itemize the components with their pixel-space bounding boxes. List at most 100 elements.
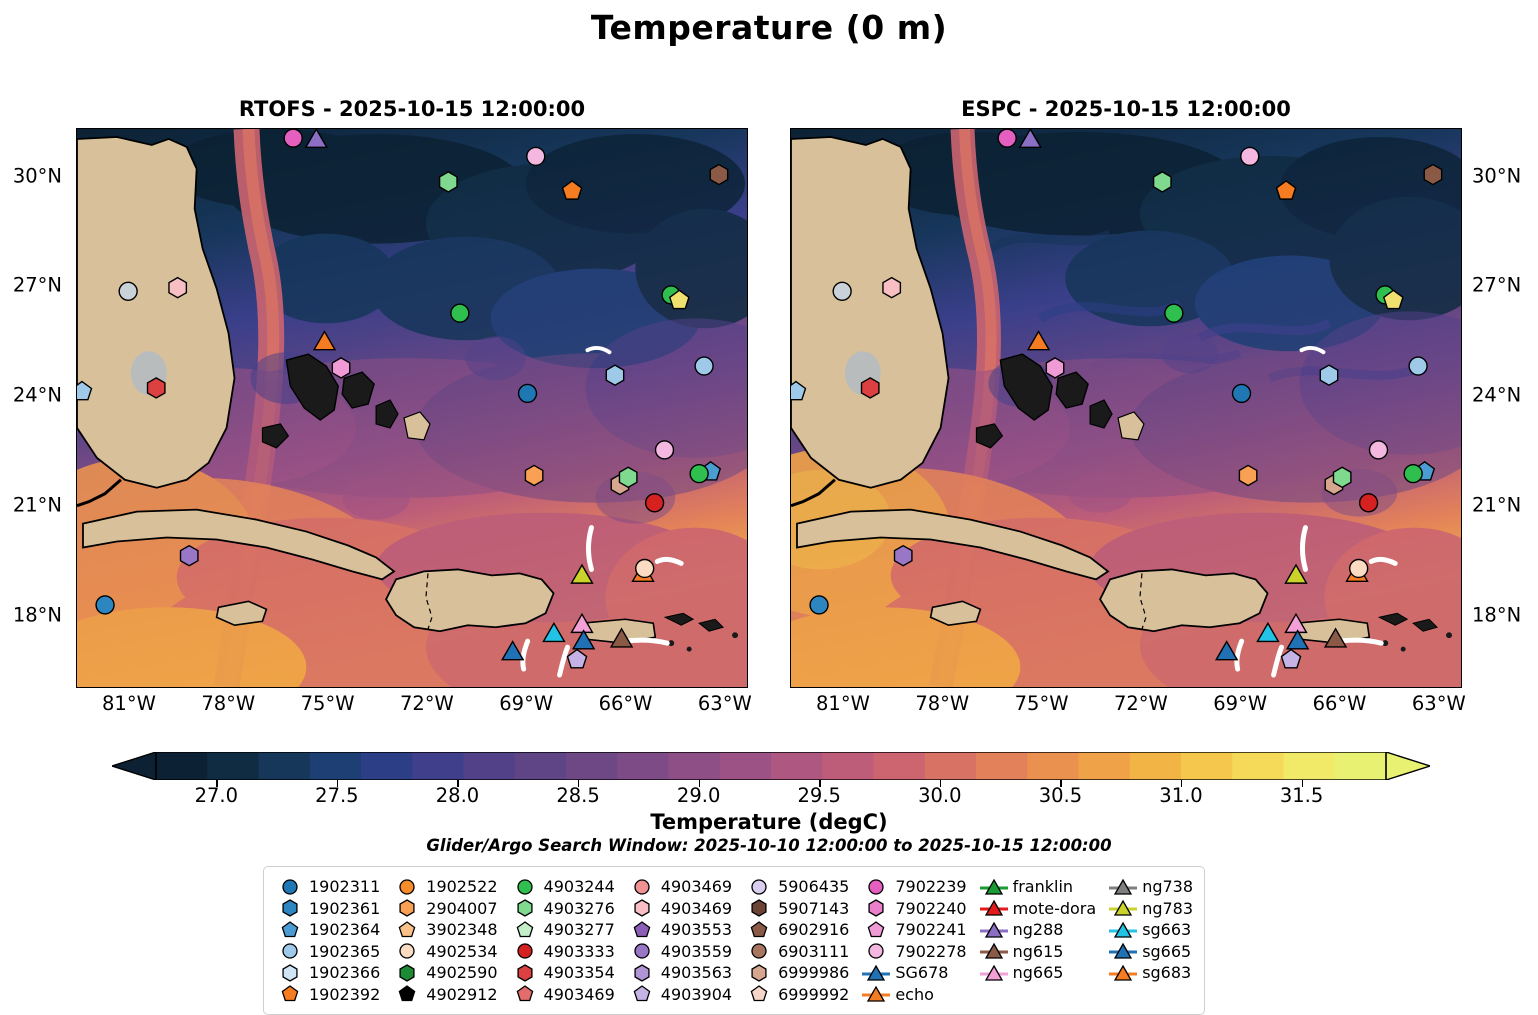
map-marker-gray[interactable] <box>118 281 138 301</box>
map-marker-4903354[interactable] <box>146 377 166 399</box>
map-marker-7902278[interactable] <box>1240 146 1260 167</box>
map-marker-yellow[interactable] <box>668 289 690 310</box>
map-marker-echo[interactable] <box>312 330 337 351</box>
map-marker-7902278[interactable] <box>526 146 546 167</box>
map-marker-7902241[interactable] <box>1045 357 1065 379</box>
legend-item-mote-dora[interactable]: mote-dora <box>979 898 1096 920</box>
map-marker-7902239[interactable] <box>283 129 303 148</box>
map-marker-SG678[interactable] <box>1285 629 1310 650</box>
map-marker-1902361[interactable] <box>95 595 115 615</box>
map-marker-echo[interactable] <box>1026 330 1051 351</box>
legend-item-4902590[interactable]: 4902590 <box>392 962 498 984</box>
map-marker-4903559[interactable] <box>179 544 199 567</box>
legend-item-sg683[interactable]: sg683 <box>1108 962 1193 984</box>
legend-item-sg665[interactable]: sg665 <box>1108 941 1193 963</box>
legend-item-4903244[interactable]: 4903244 <box>510 876 615 898</box>
legend-item-6902916[interactable]: 6902916 <box>744 919 849 941</box>
legend-item-7902239[interactable]: 7902239 <box>861 876 967 898</box>
map-marker-sg663[interactable] <box>542 621 566 643</box>
map-marker-1902365[interactable] <box>77 380 93 401</box>
legend-item-echo[interactable]: echo <box>861 984 966 1006</box>
map-marker-1902311[interactable] <box>1231 383 1252 404</box>
map-marker-4903244c[interactable] <box>689 463 709 484</box>
map-marker-7902278b[interactable] <box>654 440 675 460</box>
map-marker-1902392[interactable] <box>561 180 583 200</box>
legend-item-ng288[interactable]: ng288 <box>979 919 1097 941</box>
legend-item-4903333[interactable]: 4903333 <box>510 941 615 963</box>
map-frame-rtofs[interactable] <box>76 128 748 688</box>
map-marker-4903333[interactable] <box>644 493 665 513</box>
legend-item-4903469[interactable]: 4903469 <box>627 876 732 898</box>
legend-item-3902348[interactable]: 3902348 <box>392 919 498 941</box>
legend-item-6903111[interactable]: 6903111 <box>744 941 849 963</box>
legend-item-4903469[interactable]: 4903469 <box>510 984 615 1006</box>
map-marker-7902278b[interactable] <box>1368 440 1389 460</box>
map-marker-4903244[interactable] <box>450 303 470 323</box>
map-marker-4903559[interactable] <box>893 544 913 567</box>
map-marker-4903276[interactable] <box>1152 171 1172 193</box>
map-marker-4903244c[interactable] <box>1403 463 1423 484</box>
map-marker-2904007[interactable] <box>524 464 544 487</box>
legend-item-franklin[interactable]: franklin <box>979 876 1097 898</box>
map-marker-4903354[interactable] <box>860 377 880 399</box>
map-marker-ng783[interactable] <box>1284 563 1308 584</box>
legend-item-1902522[interactable]: 1902522 <box>392 876 498 898</box>
legend-item-4903277[interactable]: 4903277 <box>510 919 615 941</box>
legend-item-sg663[interactable]: sg663 <box>1108 919 1193 941</box>
map-marker-sg665[interactable] <box>1214 640 1239 661</box>
map-marker-4903904[interactable] <box>1280 648 1302 669</box>
legend-item-1902311[interactable]: 1902311 <box>275 876 380 898</box>
map-marker-gray[interactable] <box>832 281 852 301</box>
legend-item-7902241[interactable]: 7902241 <box>861 919 967 941</box>
legend-item-5907143[interactable]: 5907143 <box>744 898 849 920</box>
legend-item-4903276[interactable]: 4903276 <box>510 898 615 920</box>
map-marker-ng615[interactable] <box>609 627 634 648</box>
map-marker-ng288[interactable] <box>304 129 328 149</box>
map-marker-1902361[interactable] <box>809 595 829 615</box>
legend-item-1902364[interactable]: 1902364 <box>275 919 380 941</box>
map-marker-4903333[interactable] <box>1358 493 1379 513</box>
legend-item-ng783[interactable]: ng783 <box>1108 898 1193 920</box>
legend-item-7902278[interactable]: 7902278 <box>861 941 967 963</box>
map-marker-4903276b[interactable] <box>618 466 638 489</box>
map-frame-espc[interactable] <box>790 128 1462 688</box>
legend-item-SG678[interactable]: SG678 <box>861 962 966 984</box>
map-marker-4903469[interactable] <box>882 276 902 299</box>
map-marker-6902916[interactable] <box>1423 163 1443 186</box>
map-marker-4902534[interactable] <box>635 558 655 579</box>
map-marker-sg665[interactable] <box>500 640 525 661</box>
map-marker-yellow[interactable] <box>1382 289 1404 310</box>
map-marker-4902534[interactable] <box>1349 558 1369 579</box>
legend-item-4903559[interactable]: 4903559 <box>627 941 732 963</box>
map-marker-4903904[interactable] <box>566 648 588 669</box>
map-marker-1902311[interactable] <box>517 383 538 404</box>
map-marker-1902365[interactable] <box>791 380 807 401</box>
legend-item-4903354[interactable]: 4903354 <box>510 962 615 984</box>
legend-item-7902240[interactable]: 7902240 <box>861 898 967 920</box>
legend-item-4902912[interactable]: 4902912 <box>392 984 498 1006</box>
legend-item-1902366[interactable]: 1902366 <box>275 962 380 984</box>
legend-item-ng665[interactable]: ng665 <box>979 962 1097 984</box>
legend-item-4903904[interactable]: 4903904 <box>627 984 732 1006</box>
legend-item-4903553[interactable]: 4903553 <box>627 919 732 941</box>
legend-item-4903563[interactable]: 4903563 <box>627 962 732 984</box>
map-marker-ng783[interactable] <box>570 563 594 584</box>
legend-item-6999986[interactable]: 6999986 <box>744 962 849 984</box>
legend-item-4903469[interactable]: 4903469 <box>627 898 732 920</box>
legend-item-6999992[interactable]: 6999992 <box>744 984 849 1006</box>
map-marker-7902241[interactable] <box>331 357 351 379</box>
map-marker-1902366[interactable] <box>1408 356 1428 376</box>
legend-item-1902361[interactable]: 1902361 <box>275 898 380 920</box>
map-marker-1902392[interactable] <box>1275 180 1297 200</box>
map-marker-4903276[interactable] <box>438 171 458 193</box>
map-marker-SG678[interactable] <box>571 629 596 650</box>
legend-item-1902392[interactable]: 1902392 <box>275 984 380 1006</box>
legend-item-4902534[interactable]: 4902534 <box>392 941 498 963</box>
legend-item-ng615[interactable]: ng615 <box>979 941 1097 963</box>
legend-item-ng738[interactable]: ng738 <box>1108 876 1193 898</box>
map-marker-7902239[interactable] <box>997 129 1017 148</box>
map-marker-4903276b[interactable] <box>1332 466 1352 489</box>
legend-item-5906435[interactable]: 5906435 <box>744 876 849 898</box>
map-marker-4903469[interactable] <box>168 276 188 299</box>
map-marker-1902366[interactable] <box>694 356 714 376</box>
